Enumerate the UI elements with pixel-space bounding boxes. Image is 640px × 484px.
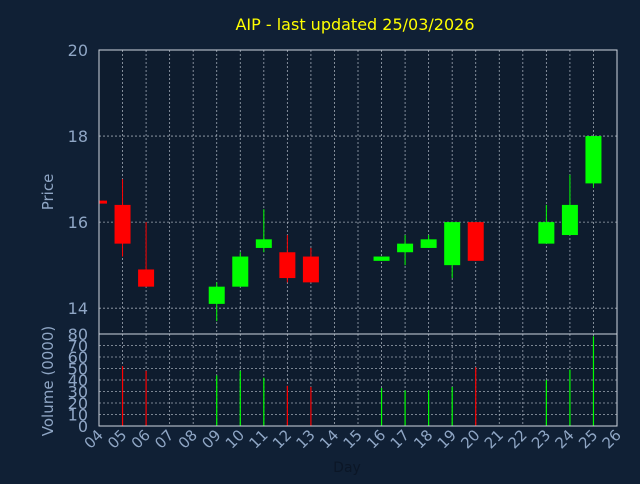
candle-body — [279, 252, 296, 279]
candle-body — [302, 256, 319, 283]
candle-body — [99, 200, 107, 204]
plot-frames — [98, 49, 618, 427]
volume-series — [121, 336, 595, 426]
price-tick-labels: 14 16 18 20 — [68, 41, 88, 318]
volume-tick-label: 30 — [68, 383, 88, 402]
volume-grid — [98, 333, 618, 427]
price-tick-label: 20 — [68, 41, 88, 60]
day-tick-labels: 0405060708091011121314151617181920212223… — [81, 426, 625, 452]
candle-body — [585, 136, 602, 184]
price-grid — [98, 49, 618, 334]
chart-title: AIP - last updated 25/03/2026 — [235, 15, 474, 34]
volume-tick-label: 80 — [68, 325, 88, 344]
volume-tick-label: 10 — [68, 406, 88, 425]
candle-body — [538, 222, 555, 244]
candle-body — [114, 204, 131, 244]
volume-tick-label: 50 — [68, 360, 88, 379]
volume-plot-frame — [98, 333, 618, 427]
price-tick-label: 18 — [68, 127, 88, 146]
candle-body — [255, 239, 272, 248]
volume-tick-label: 0 — [78, 417, 88, 436]
candle-body — [373, 256, 390, 261]
candlestick-series — [99, 136, 602, 322]
candle-body — [420, 239, 437, 248]
volume-tick-label: 40 — [68, 371, 88, 390]
candle-body — [467, 222, 484, 261]
candle-body — [232, 256, 249, 287]
volume-tick-label: 20 — [68, 394, 88, 413]
price-axis-label: Price — [39, 174, 57, 211]
candle-body — [561, 204, 578, 236]
candle-body — [444, 222, 461, 266]
volume-tick-label: 70 — [68, 337, 88, 356]
candle-body — [397, 243, 414, 253]
candle-body — [138, 269, 155, 287]
volume-axis-label: Volume (0000) — [39, 326, 57, 436]
price-tick-label: 14 — [68, 299, 88, 318]
candle-body — [208, 286, 225, 304]
volume-tick-label: 60 — [68, 348, 88, 367]
x-axis-label: Day — [333, 460, 361, 476]
price-tick-label: 16 — [68, 213, 88, 232]
